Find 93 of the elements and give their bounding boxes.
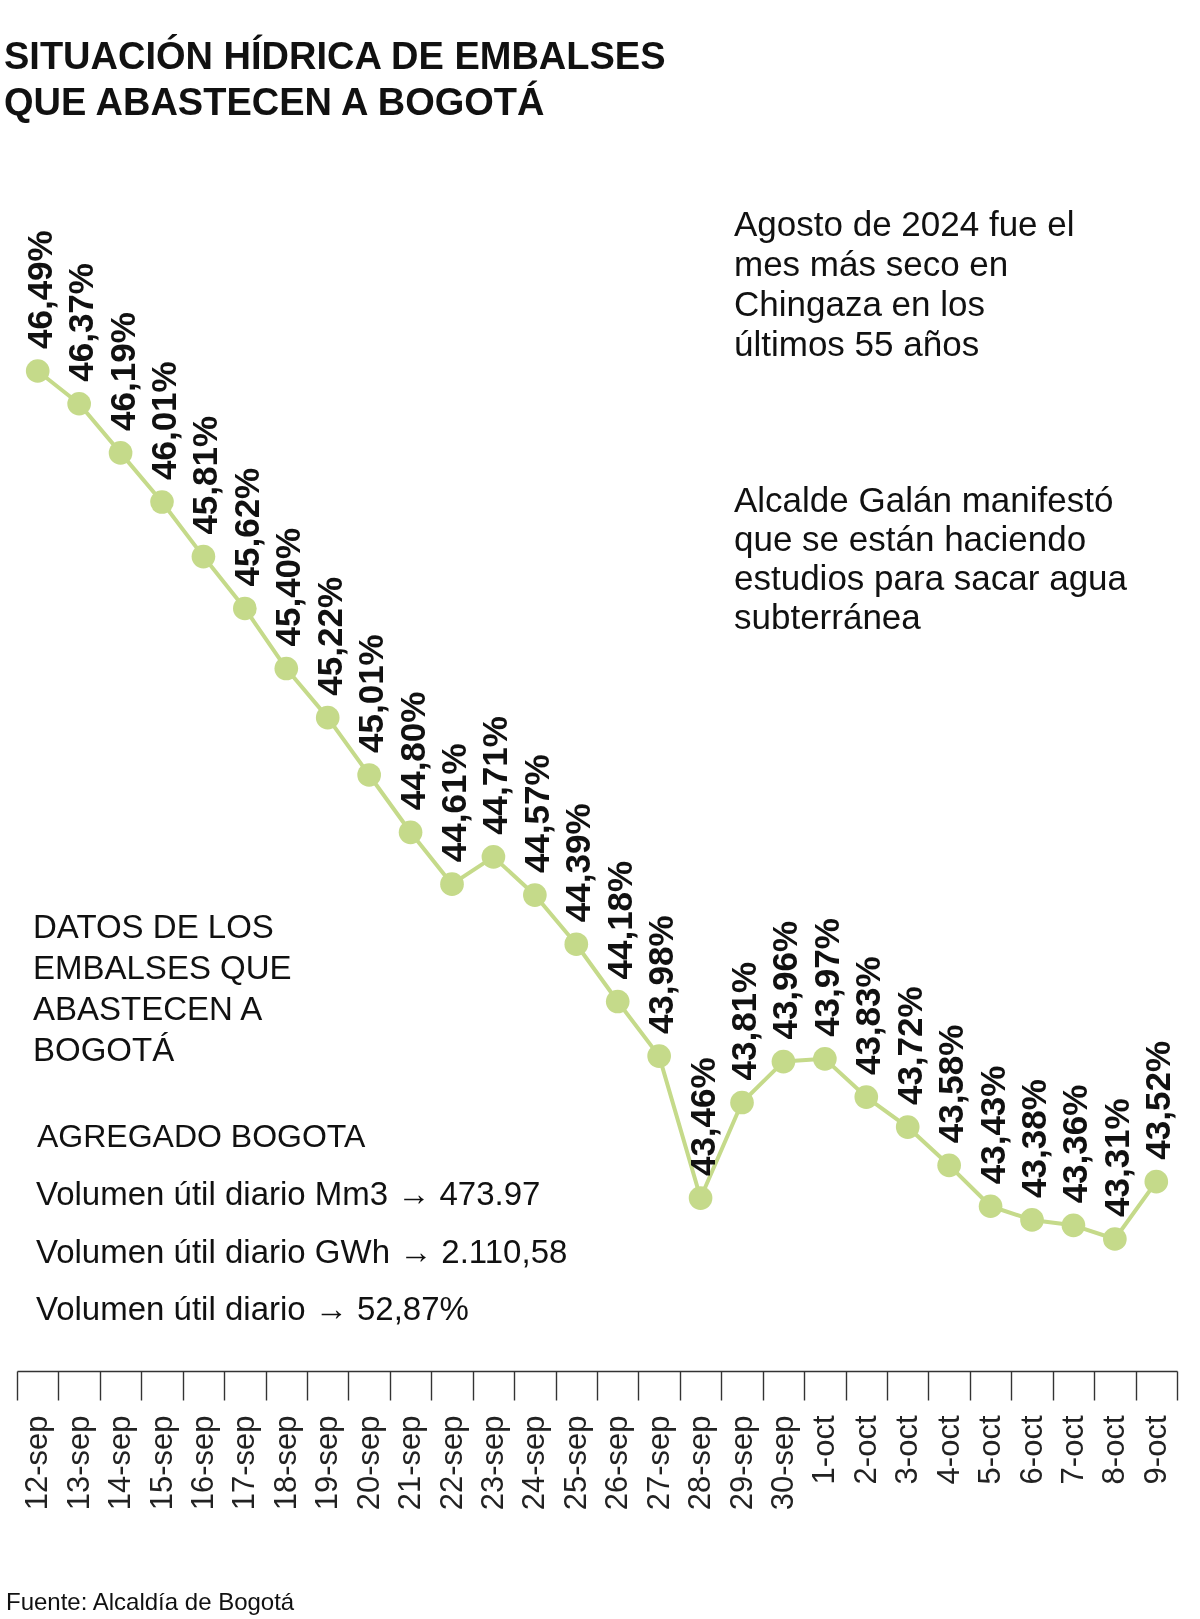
x-tick-label: 2-oct: [847, 1415, 883, 1485]
x-tick-label: 20-sep: [350, 1415, 386, 1511]
point: [108, 441, 133, 465]
data-label: 43,72%: [889, 986, 929, 1106]
data-label: 46,01%: [144, 361, 183, 481]
data-label: 43,46%: [682, 1057, 722, 1177]
x-tick-label: 26-sep: [599, 1415, 635, 1511]
point: [813, 1047, 837, 1071]
data-label: 43,97%: [806, 918, 846, 1037]
data-label: 43,83%: [848, 956, 888, 1076]
point: [895, 1115, 920, 1139]
point: [605, 989, 630, 1014]
data-label: 44,57%: [516, 754, 556, 874]
data-label: 44,80%: [392, 691, 432, 811]
annotation: DATOS DE LOS EMBALSES QUE ABASTECEN A BOGOTÁ: [33, 908, 292, 1068]
x-tick-label: 19-sep: [309, 1415, 345, 1511]
point: [688, 1186, 713, 1210]
point: [481, 845, 506, 869]
annotation: AGREGADO BOGOTA: [37, 1118, 366, 1154]
annotation: Volumen útil diario GWh → 2.110,58: [36, 1233, 568, 1270]
data-label: 46,37%: [61, 263, 101, 382]
source-note: Fuente: Alcaldía de Bogotá: [6, 1588, 295, 1615]
data-label: 43,52%: [1138, 1040, 1178, 1160]
x-tick-label: 27-sep: [640, 1415, 676, 1511]
point: [67, 391, 91, 416]
point: [1020, 1208, 1044, 1232]
x-tick-label: 12-sep: [19, 1415, 55, 1511]
data-label: 45,81%: [185, 415, 225, 535]
point: [771, 1049, 796, 1074]
point: [315, 705, 340, 730]
x-tick-label: 18-sep: [267, 1415, 303, 1511]
x-tick-label: 28-sep: [682, 1415, 718, 1511]
x-tick-label: 3-oct: [889, 1415, 925, 1485]
data-label: 43,38%: [1014, 1079, 1053, 1198]
x-tick-label: 16-sep: [184, 1415, 220, 1511]
x-tick-label: 30-sep: [764, 1415, 800, 1511]
data-label: 44,18%: [599, 860, 639, 980]
x-tick-label: 14-sep: [102, 1415, 138, 1511]
data-label: 43,36%: [1055, 1084, 1095, 1204]
point: [357, 763, 381, 787]
x-tick-label: 8-oct: [1096, 1415, 1132, 1485]
point: [150, 490, 174, 514]
x-tick-label: 21-sep: [392, 1415, 428, 1511]
x-tick-label: 29-sep: [723, 1415, 759, 1511]
data-label: 46,19%: [102, 312, 142, 431]
point: [1061, 1213, 1086, 1238]
data-label: 46,49%: [19, 230, 59, 349]
point: [647, 1044, 671, 1068]
data-label: 45,62%: [226, 467, 266, 587]
x-tick-label: 13-sep: [60, 1415, 96, 1511]
text: Volumen útil diario → 52,87%: [36, 1290, 469, 1327]
point: [191, 544, 216, 569]
point: [274, 656, 299, 681]
x-tick-label: 4-oct: [930, 1415, 966, 1485]
point: [398, 820, 423, 845]
point: [25, 359, 50, 383]
x-tick-label: 23-sep: [474, 1415, 510, 1511]
x-tick-label: 5-oct: [972, 1415, 1008, 1485]
x-tick-label: 15-sep: [143, 1415, 179, 1511]
data-label: 44,61%: [434, 743, 473, 863]
data-label: 45,40%: [268, 527, 308, 647]
data-label: 43,31%: [1096, 1098, 1136, 1217]
x-tick-label: 1-oct: [806, 1415, 842, 1485]
data-label: 43,98%: [641, 915, 681, 1035]
annotation: Alcalde Galán manifestó que se están haciendo estudios para sacar agua subterránea: [734, 480, 1128, 636]
data-label: 43,81%: [724, 961, 763, 1081]
point: [978, 1194, 1003, 1219]
x-tick-label: 24-sep: [516, 1415, 552, 1511]
x-tick-label: 17-sep: [226, 1415, 262, 1511]
annotation: Volumen útil diario Mm3 → 473.97: [36, 1175, 541, 1212]
point: [523, 883, 547, 907]
point: [854, 1085, 879, 1109]
point: [1103, 1227, 1127, 1251]
x-tick-label: 25-sep: [557, 1415, 593, 1511]
data-label: 44,39%: [558, 803, 598, 923]
data-label: 44,71%: [475, 716, 515, 835]
point: [233, 596, 257, 621]
text: Agosto de 2024 fue el mes más seco en Chingaza en los últimos 55 años: [734, 204, 1075, 363]
point: [564, 932, 589, 957]
data-label: 43,58%: [931, 1024, 971, 1144]
x-tick-label: 9-oct: [1137, 1415, 1173, 1485]
chart-title: SITUACIÓN HÍDRICA DE EMBALSES QUE ABASTECEN A BOGOTÁ: [4, 34, 666, 123]
point: [730, 1090, 754, 1115]
point: [440, 872, 464, 896]
x-tick-label: 22-sep: [433, 1415, 469, 1511]
x-tick-label: 7-oct: [1054, 1415, 1090, 1485]
data-label: 43,96%: [765, 920, 805, 1040]
point: [1144, 1169, 1169, 1194]
x-tick-label: 6-oct: [1013, 1415, 1049, 1485]
point: [937, 1153, 961, 1178]
data-label: 45,01%: [351, 634, 391, 753]
data-label: 43,43%: [972, 1065, 1012, 1185]
data-label: 45,22%: [309, 576, 349, 696]
